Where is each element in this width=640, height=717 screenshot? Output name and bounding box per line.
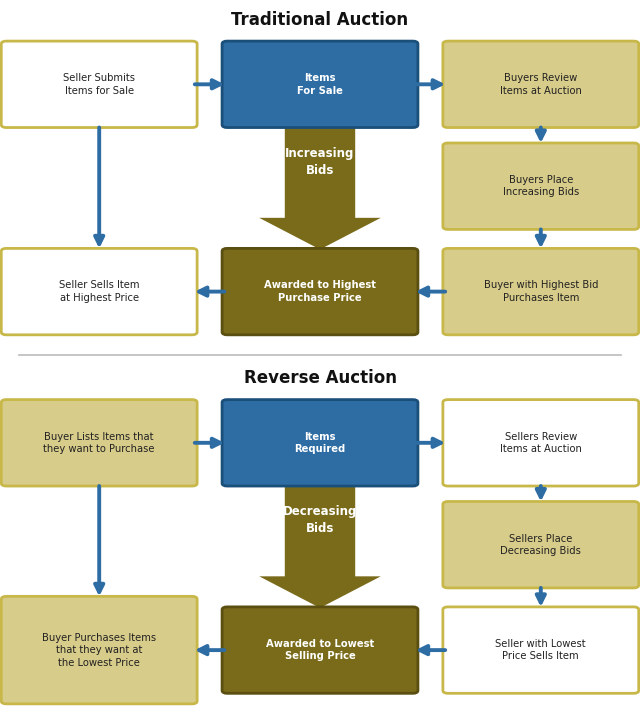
FancyBboxPatch shape — [222, 607, 418, 693]
Text: Reverse Auction: Reverse Auction — [243, 369, 397, 387]
Text: Traditional Auction: Traditional Auction — [232, 11, 408, 29]
FancyBboxPatch shape — [443, 501, 639, 588]
FancyBboxPatch shape — [222, 248, 418, 335]
Text: Sellers Place
Decreasing Bids: Sellers Place Decreasing Bids — [500, 533, 581, 556]
Text: Buyers Review
Items at Auction: Buyers Review Items at Auction — [500, 73, 582, 95]
FancyBboxPatch shape — [222, 41, 418, 128]
Text: Buyer with Highest Bid
Purchases Item: Buyer with Highest Bid Purchases Item — [484, 280, 598, 303]
Text: Seller Submits
Items for Sale: Seller Submits Items for Sale — [63, 73, 135, 95]
FancyBboxPatch shape — [443, 41, 639, 128]
FancyBboxPatch shape — [443, 143, 639, 229]
Text: Decreasing
Bids: Decreasing Bids — [283, 505, 357, 535]
Text: Buyer Purchases Items
that they want at
the Lowest Price: Buyer Purchases Items that they want at … — [42, 632, 156, 668]
Text: Items
For Sale: Items For Sale — [297, 73, 343, 95]
Text: Seller with Lowest
Price Sells Item: Seller with Lowest Price Sells Item — [495, 639, 586, 661]
FancyBboxPatch shape — [1, 248, 197, 335]
Text: Sellers Review
Items at Auction: Sellers Review Items at Auction — [500, 432, 582, 454]
Polygon shape — [259, 485, 381, 608]
FancyBboxPatch shape — [443, 607, 639, 693]
Text: Seller Sells Item
at Highest Price: Seller Sells Item at Highest Price — [59, 280, 140, 303]
FancyBboxPatch shape — [1, 597, 197, 704]
FancyBboxPatch shape — [1, 41, 197, 128]
FancyBboxPatch shape — [443, 399, 639, 486]
Text: Buyer Lists Items that
they want to Purchase: Buyer Lists Items that they want to Purc… — [44, 432, 155, 454]
FancyBboxPatch shape — [222, 399, 418, 486]
Text: Items
Required: Items Required — [294, 432, 346, 454]
Polygon shape — [259, 126, 381, 250]
FancyBboxPatch shape — [1, 399, 197, 486]
Text: Awarded to Highest
Purchase Price: Awarded to Highest Purchase Price — [264, 280, 376, 303]
FancyBboxPatch shape — [443, 248, 639, 335]
Text: Awarded to Lowest
Selling Price: Awarded to Lowest Selling Price — [266, 639, 374, 661]
Text: Increasing
Bids: Increasing Bids — [285, 146, 355, 176]
Text: Buyers Place
Increasing Bids: Buyers Place Increasing Bids — [502, 175, 579, 197]
